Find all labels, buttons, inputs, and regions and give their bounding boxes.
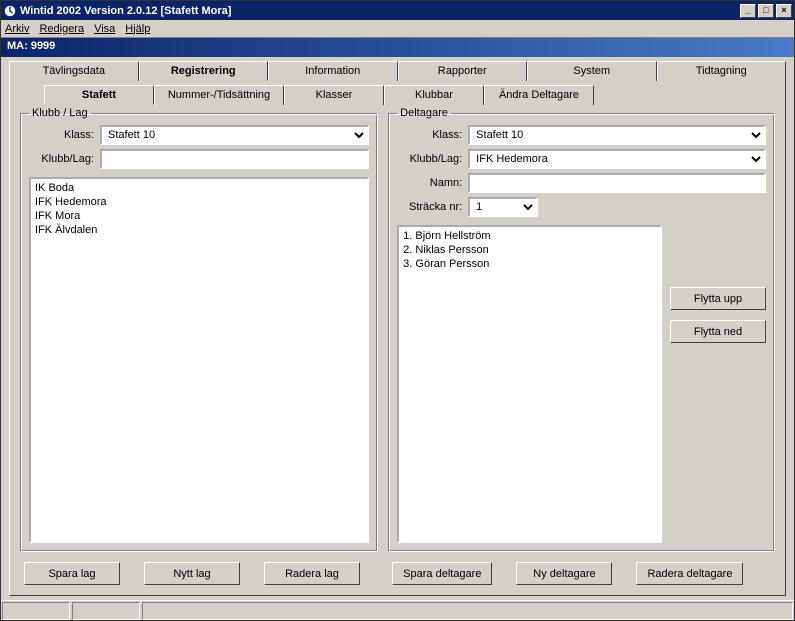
- maximize-button[interactable]: □: [758, 4, 774, 18]
- status-cell-2: [72, 602, 140, 620]
- menu-arkiv[interactable]: Arkiv: [5, 23, 29, 35]
- menubar: Arkiv Redigera Visa Hjälp: [1, 20, 794, 38]
- tab-rapporter[interactable]: Rapporter: [398, 61, 528, 81]
- sub-tabs: Stafett Nummer-/Tidsättning Klasser Klub…: [20, 85, 775, 105]
- window-controls: _ □ ×: [740, 4, 792, 18]
- content-area: Tävlingsdata Registrering Information Ra…: [1, 57, 794, 600]
- status-cell-3: [142, 602, 793, 620]
- tab-stafett[interactable]: Stafett: [44, 85, 154, 105]
- app-window: Wintid 2002 Version 2.0.12 [Stafett Mora…: [0, 0, 795, 621]
- deltagare-group: Deltagare Klass: Stafett 10 Klubb/Lag: I…: [388, 107, 775, 552]
- right-button-row: Spara deltagare Ny deltagare Radera delt…: [388, 562, 775, 585]
- spara-lag-button[interactable]: Spara lag: [24, 562, 120, 585]
- list-item[interactable]: IFK Älvdalen: [35, 223, 363, 237]
- tab-klasser[interactable]: Klasser: [284, 85, 384, 105]
- spara-deltagare-button[interactable]: Spara deltagare: [392, 562, 492, 585]
- tab-information[interactable]: Information: [268, 61, 398, 81]
- tab-klubbar[interactable]: Klubbar: [384, 85, 484, 105]
- klubblag-label-left: Klubb/Lag:: [29, 153, 94, 165]
- stracka-label: Sträcka nr:: [397, 201, 462, 213]
- klass-label-left: Klass:: [29, 129, 94, 141]
- right-column: Deltagare Klass: Stafett 10 Klubb/Lag: I…: [388, 107, 775, 585]
- main-tabs: Tävlingsdata Registrering Information Ra…: [9, 61, 786, 81]
- radera-deltagare-button[interactable]: Radera deltagare: [636, 562, 743, 585]
- tab-system[interactable]: System: [527, 61, 657, 81]
- left-button-row: Spara lag Nytt lag Radera lag: [20, 562, 378, 585]
- deltagare-legend: Deltagare: [397, 107, 451, 119]
- app-icon: [3, 4, 17, 18]
- klass-select-right[interactable]: Stafett 10: [468, 125, 766, 145]
- list-item[interactable]: 1. Björn Hellström: [403, 229, 656, 243]
- titlebar: Wintid 2002 Version 2.0.12 [Stafett Mora…: [1, 1, 794, 20]
- klass-select-left[interactable]: Stafett 10: [100, 125, 369, 145]
- left-column: Klubb / Lag Klass: Stafett 10 Klubb/Lag:: [20, 107, 378, 585]
- stracka-select[interactable]: 1: [468, 197, 538, 217]
- klubblag-select-right[interactable]: IFK Hedemora: [468, 149, 766, 169]
- namn-input[interactable]: [468, 173, 766, 193]
- move-buttons: Flytta upp Flytta ned: [670, 287, 766, 543]
- menu-redigera[interactable]: Redigera: [39, 23, 84, 35]
- minimize-button[interactable]: _: [740, 4, 756, 18]
- list-item[interactable]: 3. Göran Persson: [403, 257, 656, 271]
- klubb-lag-legend: Klubb / Lag: [29, 107, 91, 119]
- statusbar: [1, 600, 794, 620]
- tab-tavlingsdata[interactable]: Tävlingsdata: [9, 61, 139, 81]
- context-bar: MA: 9999: [1, 38, 794, 57]
- deltagare-listbox[interactable]: 1. Björn Hellström 2. Niklas Persson 3. …: [397, 225, 662, 543]
- list-item[interactable]: IFK Hedemora: [35, 195, 363, 209]
- tab-nummer[interactable]: Nummer-/Tidsättning: [154, 85, 284, 105]
- radera-lag-button[interactable]: Radera lag: [264, 562, 360, 585]
- title-text: Wintid 2002 Version 2.0.12 [Stafett Mora…: [20, 5, 740, 17]
- klubb-listbox[interactable]: IK Boda IFK Hedemora IFK Mora IFK Älvdal…: [29, 177, 369, 543]
- nytt-lag-button[interactable]: Nytt lag: [144, 562, 240, 585]
- flytta-upp-button[interactable]: Flytta upp: [670, 287, 766, 310]
- menu-visa[interactable]: Visa: [94, 23, 115, 35]
- tab-tidtagning[interactable]: Tidtagning: [657, 61, 787, 81]
- list-item[interactable]: IK Boda: [35, 181, 363, 195]
- main-panel: Stafett Nummer-/Tidsättning Klasser Klub…: [9, 80, 786, 596]
- tab-andra[interactable]: Ändra Deltagare: [484, 85, 594, 105]
- namn-label: Namn:: [397, 177, 462, 189]
- status-cell-1: [2, 602, 70, 620]
- tab-registrering[interactable]: Registrering: [139, 61, 269, 81]
- klass-label-right: Klass:: [397, 129, 462, 141]
- klubblag-label-right: Klubb/Lag:: [397, 153, 462, 165]
- list-item[interactable]: IFK Mora: [35, 209, 363, 223]
- flytta-ned-button[interactable]: Flytta ned: [670, 320, 766, 343]
- list-item[interactable]: 2. Niklas Persson: [403, 243, 656, 257]
- klubblag-input-left[interactable]: [100, 149, 369, 169]
- ny-deltagare-button[interactable]: Ny deltagare: [516, 562, 612, 585]
- klubb-lag-group: Klubb / Lag Klass: Stafett 10 Klubb/Lag:: [20, 107, 378, 552]
- close-button[interactable]: ×: [776, 4, 792, 18]
- menu-hjalp[interactable]: Hjälp: [125, 23, 150, 35]
